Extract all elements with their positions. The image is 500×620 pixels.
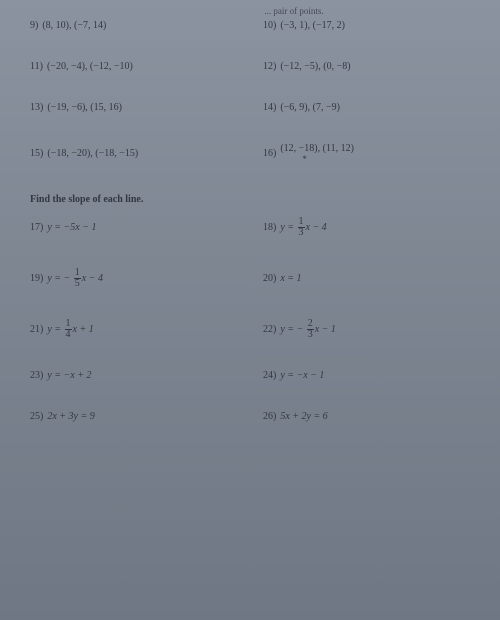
fraction: 13 — [298, 217, 305, 238]
header-fragment: ... pair of points. — [110, 6, 478, 16]
problem-number: 24) — [263, 370, 276, 381]
problem-22: 22) y = − 23x − 1 — [263, 319, 478, 340]
problem-row: 19) y = − 15x − 4 20) x = 1 — [30, 268, 478, 289]
problem-10: 10) (−3, 1), (−17, 2) — [263, 20, 478, 31]
problem-21: 21) y = 14x + 1 — [30, 319, 245, 340]
problem-14: 14) (−6, 9), (7, −9) — [263, 102, 478, 113]
problem-text: (−3, 1), (−17, 2) — [280, 20, 345, 31]
problem-text: (−18, −20), (−18, −15) — [47, 148, 138, 159]
fraction: 23 — [307, 319, 314, 340]
problem-row: 11) (−20, −4), (−12, −10) 12) (−12, −5),… — [30, 61, 478, 72]
problem-text: (8, 10), (−7, 14) — [42, 20, 106, 31]
equation: y = − 15x − 4 — [47, 268, 103, 289]
problem-number: 12) — [263, 61, 276, 72]
fraction: 15 — [74, 268, 81, 289]
section-heading: Find the slope of each line. — [30, 194, 478, 205]
problem-number: 16) — [263, 148, 276, 159]
marker-icon: * — [302, 154, 354, 164]
problem-25: 25) 2x + 3y = 9 — [30, 411, 245, 422]
problem-number: 13) — [30, 102, 43, 113]
problem-number: 19) — [30, 273, 43, 284]
problem-text: (−19, −6), (15, 16) — [47, 102, 122, 113]
problem-row: 13) (−19, −6), (15, 16) 14) (−6, 9), (7,… — [30, 102, 478, 113]
equation: 2x + 3y = 9 — [47, 411, 94, 422]
problem-number: 23) — [30, 370, 43, 381]
equation: y = 13x − 4 — [280, 217, 326, 238]
problem-row: 9) (8, 10), (−7, 14) 10) (−3, 1), (−17, … — [30, 20, 478, 31]
problem-number: 15) — [30, 148, 43, 159]
problem-18: 18) y = 13x − 4 — [263, 217, 478, 238]
problem-26: 26) 5x + 2y = 6 — [263, 411, 478, 422]
problem-number: 20) — [263, 273, 276, 284]
problem-17: 17) y = −5x − 1 — [30, 217, 245, 238]
problem-text: (−12, −5), (0, −8) — [280, 61, 350, 72]
problem-row: 25) 2x + 3y = 9 26) 5x + 2y = 6 — [30, 411, 478, 422]
equation: x = 1 — [280, 273, 301, 284]
equation: y = −x − 1 — [280, 370, 324, 381]
problem-13: 13) (−19, −6), (15, 16) — [30, 102, 245, 113]
problem-16: 16) (12, −18), (11, 12) * — [263, 143, 478, 164]
equation: y = 14x + 1 — [47, 319, 93, 340]
problem-row: 23) y = −x + 2 24) y = −x − 1 — [30, 370, 478, 381]
problem-12: 12) (−12, −5), (0, −8) — [263, 61, 478, 72]
problem-number: 17) — [30, 222, 43, 233]
problem-19: 19) y = − 15x − 4 — [30, 268, 245, 289]
problem-row: 17) y = −5x − 1 18) y = 13x − 4 — [30, 217, 478, 238]
problem-text: (12, −18), (11, 12) — [280, 143, 354, 154]
problem-number: 18) — [263, 222, 276, 233]
problem-row: 21) y = 14x + 1 22) y = − 23x − 1 — [30, 319, 478, 340]
problem-number: 22) — [263, 324, 276, 335]
problem-row: 15) (−18, −20), (−18, −15) 16) (12, −18)… — [30, 143, 478, 164]
equation: y = − 23x − 1 — [280, 319, 336, 340]
problem-15: 15) (−18, −20), (−18, −15) — [30, 143, 245, 164]
problem-20: 20) x = 1 — [263, 268, 478, 289]
problem-text: (−6, 9), (7, −9) — [280, 102, 340, 113]
problem-23: 23) y = −x + 2 — [30, 370, 245, 381]
problem-number: 26) — [263, 411, 276, 422]
equation: y = −5x − 1 — [47, 222, 96, 233]
problem-text: (−20, −4), (−12, −10) — [47, 61, 133, 72]
worksheet-page: ... pair of points. 9) (8, 10), (−7, 14)… — [0, 0, 500, 620]
problem-number: 9) — [30, 20, 38, 31]
problem-number: 25) — [30, 411, 43, 422]
problem-24: 24) y = −x − 1 — [263, 370, 478, 381]
problem-9: 9) (8, 10), (−7, 14) — [30, 20, 245, 31]
equation: 5x + 2y = 6 — [280, 411, 327, 422]
equation: y = −x + 2 — [47, 370, 91, 381]
problem-number: 14) — [263, 102, 276, 113]
fraction: 14 — [65, 319, 72, 340]
problem-number: 11) — [30, 61, 43, 72]
problem-number: 10) — [263, 20, 276, 31]
problem-number: 21) — [30, 324, 43, 335]
problem-11: 11) (−20, −4), (−12, −10) — [30, 61, 245, 72]
